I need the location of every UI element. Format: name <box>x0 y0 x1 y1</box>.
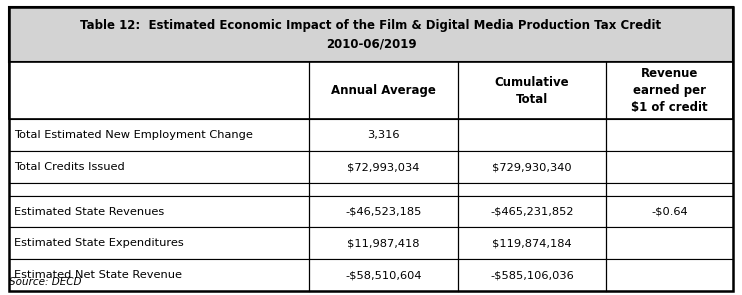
Text: Source: DECD: Source: DECD <box>9 277 82 287</box>
Text: Estimated Net State Revenue: Estimated Net State Revenue <box>14 270 182 280</box>
Text: Annual Average: Annual Average <box>331 84 436 97</box>
Text: -$46,523,185: -$46,523,185 <box>346 206 422 217</box>
Text: Table 12:  Estimated Economic Impact of the Film & Digital Media Production Tax : Table 12: Estimated Economic Impact of t… <box>80 19 662 51</box>
Bar <box>9 183 733 196</box>
Text: $11,987,418: $11,987,418 <box>347 238 420 248</box>
Text: $729,930,340: $729,930,340 <box>493 162 572 172</box>
Text: Estimated State Revenues: Estimated State Revenues <box>14 206 164 217</box>
Text: -$0.64: -$0.64 <box>651 206 688 217</box>
Text: -$58,510,604: -$58,510,604 <box>346 270 422 280</box>
Text: Cumulative
Total: Cumulative Total <box>495 76 569 106</box>
Text: Revenue
earned per
$1 of credit: Revenue earned per $1 of credit <box>631 67 708 114</box>
Text: $72,993,034: $72,993,034 <box>347 162 420 172</box>
Text: 3,316: 3,316 <box>367 130 400 140</box>
Text: -$465,231,852: -$465,231,852 <box>490 206 574 217</box>
Text: Total Estimated New Employment Change: Total Estimated New Employment Change <box>14 130 253 140</box>
Text: $119,874,184: $119,874,184 <box>493 238 572 248</box>
Text: Estimated State Expenditures: Estimated State Expenditures <box>14 238 184 248</box>
Text: Total Credits Issued: Total Credits Issued <box>14 162 125 172</box>
Text: -$585,106,036: -$585,106,036 <box>490 270 574 280</box>
